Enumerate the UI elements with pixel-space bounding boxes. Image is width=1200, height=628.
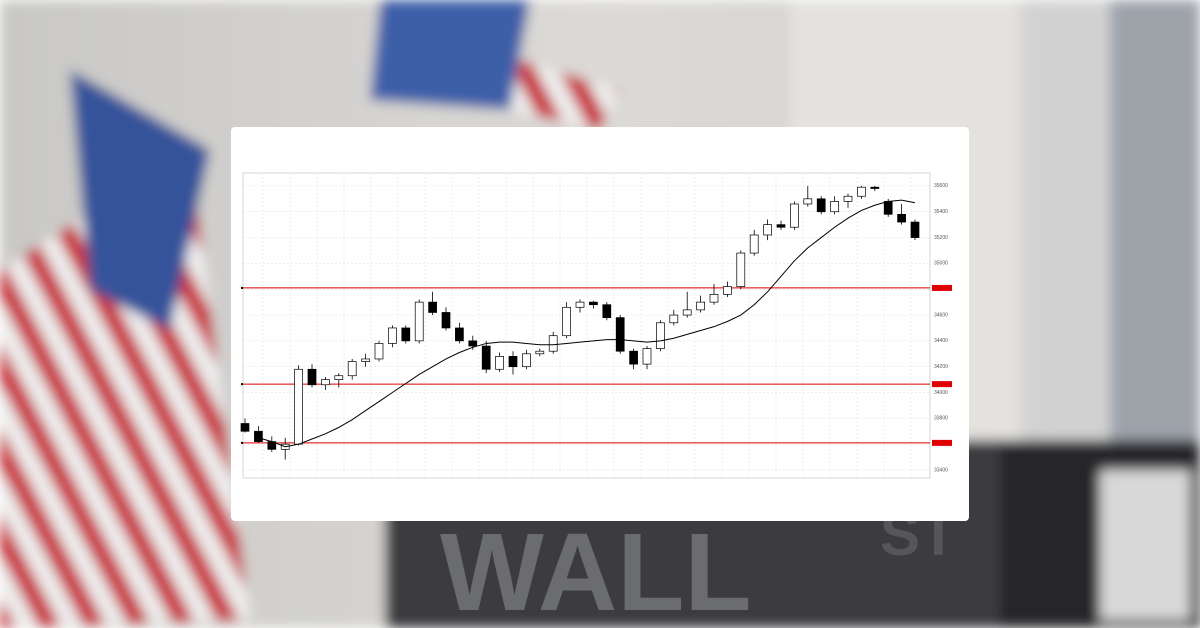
- y-tick-label: 35200: [934, 235, 948, 241]
- candle-body: [562, 306, 571, 337]
- candle-body: [656, 322, 665, 349]
- candle-body: [830, 201, 839, 213]
- candle-body: [857, 186, 866, 197]
- y-tick-label: 35600: [934, 183, 948, 189]
- candle-body: [508, 356, 518, 368]
- y-tick-label: 34400: [934, 338, 948, 344]
- candle-body: [883, 201, 893, 215]
- candle-body: [388, 327, 397, 344]
- y-tick-label: 33800: [934, 416, 948, 422]
- plot-frame: [242, 172, 931, 479]
- sign-text: WALL: [440, 511, 752, 628]
- candle-body: [495, 356, 504, 370]
- y-tick-label: 34200: [934, 364, 948, 370]
- candle-body: [575, 301, 585, 308]
- candle-body: [361, 358, 370, 362]
- candle-body: [602, 304, 612, 318]
- candle-body: [468, 340, 478, 347]
- candle-body: [669, 314, 679, 324]
- candle-body: [414, 301, 424, 342]
- candle-body: [589, 301, 598, 306]
- candle-body: [642, 348, 652, 365]
- candle-body: [321, 379, 330, 386]
- candle-body: [709, 294, 719, 303]
- candle-body: [749, 234, 759, 254]
- candle-body: [428, 301, 437, 313]
- candle-body: [736, 252, 746, 287]
- level-dot: [241, 441, 243, 444]
- moving-average: [258, 199, 916, 448]
- candle-body: [790, 203, 799, 228]
- candle-body: [535, 350, 545, 355]
- candle-body: [682, 309, 692, 316]
- candle-body: [347, 361, 357, 377]
- candle-body: [374, 343, 384, 360]
- candle-body: [401, 327, 411, 342]
- y-tick-label: 34000: [934, 390, 948, 396]
- level-marker: [932, 284, 952, 291]
- level-dot: [241, 383, 243, 386]
- y-tick-label: 35400: [934, 209, 948, 215]
- y-tick-label: 35000: [934, 261, 948, 267]
- candle-body: [843, 195, 853, 202]
- candle-body: [522, 353, 531, 368]
- candle-body: [240, 423, 250, 432]
- candle-body: [763, 224, 772, 236]
- candle-body: [910, 221, 920, 238]
- candle-body: [776, 224, 786, 228]
- candle-body: [481, 345, 491, 370]
- candle-body: [294, 368, 303, 445]
- level-marker: [932, 439, 952, 446]
- y-tick-label: 33400: [934, 467, 948, 473]
- candle-body: [803, 198, 813, 205]
- level-marker: [932, 381, 952, 388]
- y-tick-label: 34600: [934, 312, 948, 318]
- candle-body: [870, 186, 880, 189]
- candle-body: [897, 213, 906, 223]
- candle-body: [334, 375, 344, 380]
- level-dot: [241, 286, 243, 289]
- candle-body: [816, 198, 826, 213]
- candle-body: [629, 350, 638, 365]
- candle-body: [307, 368, 317, 386]
- candle-body: [441, 312, 451, 329]
- candle-body: [696, 301, 705, 311]
- candle-body: [615, 317, 625, 352]
- candle-body: [455, 327, 464, 342]
- candle-body: [254, 430, 263, 442]
- candle-body: [548, 335, 558, 352]
- candle-body: [723, 286, 732, 295]
